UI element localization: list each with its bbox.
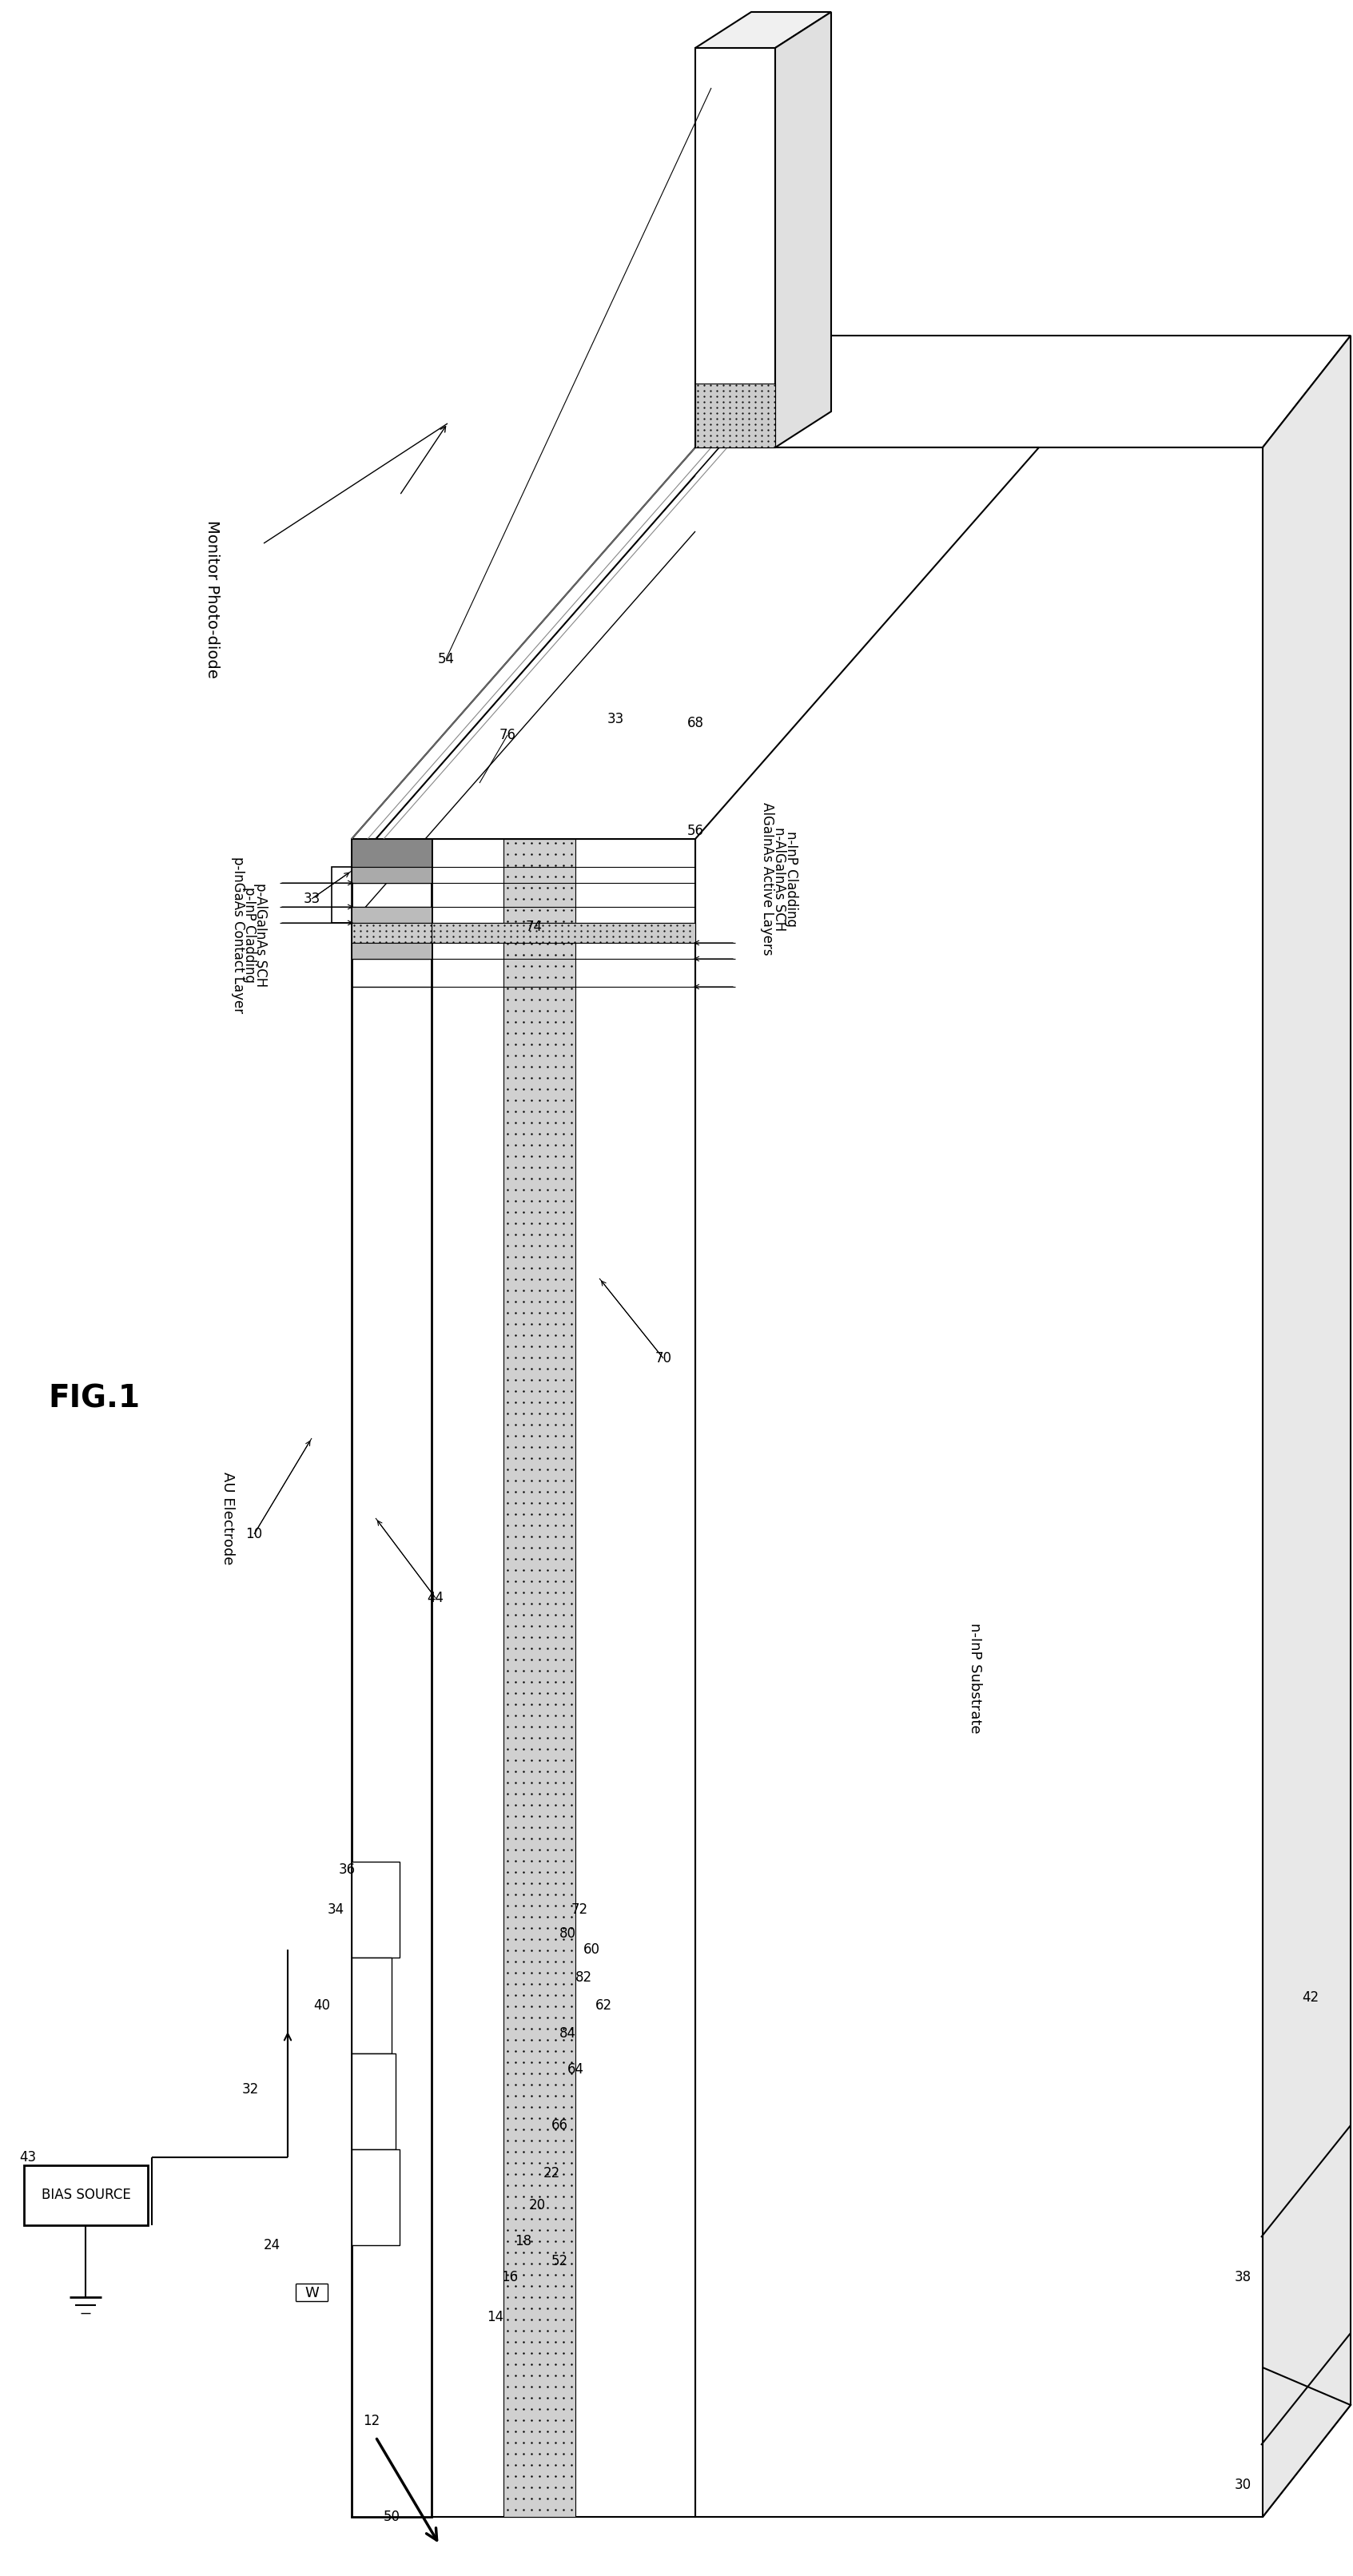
Text: AU Electrode: AU Electrode bbox=[221, 1471, 235, 1564]
Text: AlGaInAs Active Layers: AlGaInAs Active Layers bbox=[760, 801, 774, 956]
Text: p-InGaAs Contact Layer: p-InGaAs Contact Layer bbox=[231, 855, 245, 1012]
Polygon shape bbox=[352, 907, 432, 922]
Text: 12: 12 bbox=[363, 2414, 380, 2429]
Text: n-InP Substrate: n-InP Substrate bbox=[967, 1623, 982, 1734]
Text: p-InP Cladding: p-InP Cladding bbox=[242, 886, 257, 984]
Text: 30: 30 bbox=[1234, 2478, 1252, 2491]
Polygon shape bbox=[352, 1862, 399, 1958]
Text: 82: 82 bbox=[575, 1971, 591, 1984]
Text: 33: 33 bbox=[303, 891, 321, 907]
Polygon shape bbox=[695, 335, 1350, 448]
Text: 14: 14 bbox=[487, 2311, 503, 2324]
Text: 50: 50 bbox=[383, 2509, 400, 2524]
Polygon shape bbox=[352, 2148, 399, 2246]
Polygon shape bbox=[352, 922, 432, 943]
Text: n-InP Cladding: n-InP Cladding bbox=[783, 832, 798, 927]
Polygon shape bbox=[331, 868, 352, 922]
Text: 18: 18 bbox=[515, 2233, 532, 2249]
Text: 72: 72 bbox=[571, 1904, 587, 1917]
Text: 24: 24 bbox=[264, 2239, 280, 2251]
Text: 22: 22 bbox=[543, 2166, 560, 2179]
Polygon shape bbox=[352, 840, 432, 868]
Text: 84: 84 bbox=[559, 2027, 576, 2040]
Text: W: W bbox=[304, 2285, 319, 2300]
Polygon shape bbox=[352, 448, 1039, 840]
Polygon shape bbox=[352, 2053, 395, 2148]
Text: 80: 80 bbox=[559, 1927, 576, 1940]
Polygon shape bbox=[695, 13, 831, 49]
Polygon shape bbox=[352, 868, 432, 884]
Polygon shape bbox=[695, 384, 775, 448]
Polygon shape bbox=[352, 2125, 1350, 2517]
Text: 42: 42 bbox=[1302, 1991, 1319, 2004]
Text: 40: 40 bbox=[314, 1999, 330, 2012]
Polygon shape bbox=[432, 922, 695, 943]
Polygon shape bbox=[24, 2166, 147, 2226]
Text: 68: 68 bbox=[687, 716, 704, 729]
Text: 34: 34 bbox=[327, 1904, 344, 1917]
Polygon shape bbox=[352, 840, 432, 2517]
Text: 33: 33 bbox=[607, 711, 624, 726]
Text: Monitor Photo-diode: Monitor Photo-diode bbox=[204, 520, 219, 677]
Polygon shape bbox=[432, 840, 695, 2517]
Text: 20: 20 bbox=[529, 2197, 545, 2213]
Text: 54: 54 bbox=[437, 652, 455, 667]
Text: 60: 60 bbox=[583, 1942, 599, 1958]
Text: 74: 74 bbox=[525, 920, 543, 935]
Text: 16: 16 bbox=[502, 2269, 518, 2285]
Text: 76: 76 bbox=[499, 729, 515, 742]
Polygon shape bbox=[352, 1958, 391, 2053]
Polygon shape bbox=[352, 943, 432, 958]
Text: n-AlGaInAs SCH: n-AlGaInAs SCH bbox=[773, 827, 786, 930]
Polygon shape bbox=[1262, 335, 1350, 2517]
Text: p-AlGaInAs SCH: p-AlGaInAs SCH bbox=[253, 884, 268, 987]
Text: 64: 64 bbox=[567, 2063, 583, 2076]
Text: 56: 56 bbox=[687, 824, 704, 837]
Text: 38: 38 bbox=[1234, 2269, 1252, 2285]
Text: FIG.1: FIG.1 bbox=[47, 1383, 139, 1414]
Text: 36: 36 bbox=[338, 1862, 356, 1878]
Polygon shape bbox=[695, 448, 1262, 2517]
Text: 66: 66 bbox=[551, 2117, 568, 2133]
Text: BIAS SOURCE: BIAS SOURCE bbox=[41, 2187, 131, 2202]
Text: 52: 52 bbox=[551, 2254, 568, 2269]
Text: 70: 70 bbox=[655, 1352, 671, 1365]
Text: 32: 32 bbox=[242, 2081, 258, 2097]
Polygon shape bbox=[503, 840, 575, 2517]
Text: 10: 10 bbox=[246, 1528, 262, 1540]
Polygon shape bbox=[695, 49, 775, 448]
Text: 62: 62 bbox=[595, 1999, 612, 2012]
Text: 44: 44 bbox=[428, 1592, 444, 1605]
Polygon shape bbox=[775, 13, 831, 448]
Text: 43: 43 bbox=[19, 2151, 37, 2164]
